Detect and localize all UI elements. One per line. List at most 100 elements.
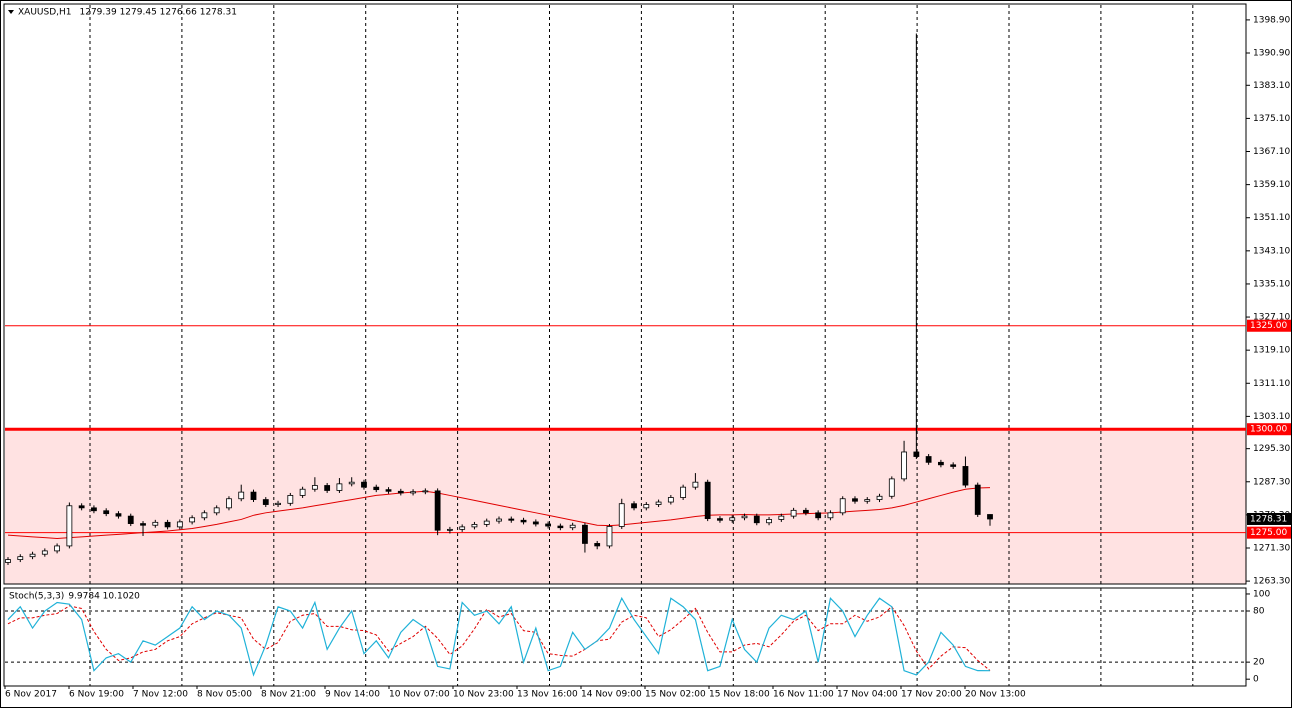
x-tick-label: 10 Nov 07:00 [389, 690, 450, 700]
last-price-label: 1278.31 [1250, 514, 1287, 524]
candle-body [238, 491, 245, 500]
y-tick-label: 1351.10 [1253, 213, 1290, 223]
main-pane [3, 3, 1247, 585]
stoch-tick-label: 0 [1253, 675, 1259, 685]
candle-body [275, 502, 281, 505]
menu-arrow [8, 10, 14, 14]
candle-body [41, 550, 48, 555]
candle-body [201, 512, 208, 519]
x-tick-label: 9 Nov 14:00 [325, 690, 380, 700]
candle-body [471, 524, 478, 528]
candle-body [299, 488, 306, 496]
y-tick-label: 1375.10 [1253, 114, 1290, 124]
last-price-tag [1247, 512, 1291, 525]
candle-body [606, 526, 613, 547]
y-tick-label: 1327.10 [1253, 313, 1290, 323]
candle-body [667, 497, 674, 503]
candle-body [987, 514, 993, 520]
y-tick-label: 1367.10 [1253, 147, 1290, 157]
candle-body [901, 451, 907, 480]
candle-body [532, 521, 539, 525]
candle-body [459, 526, 466, 530]
candle-body [164, 521, 171, 528]
candle-body [385, 489, 392, 492]
x-tick-label: 16 Nov 11:00 [773, 690, 834, 700]
stoch-signal [7, 605, 991, 671]
candle-body [864, 499, 871, 502]
candle-body [618, 503, 625, 527]
candle-body [324, 485, 331, 491]
candle-body [361, 481, 367, 488]
candle-body [815, 512, 822, 519]
x-tick-label: 10 Nov 23:00 [453, 690, 514, 700]
candle-body [557, 525, 564, 529]
candle-body [852, 498, 858, 502]
candle-body [213, 507, 220, 514]
candle-body [655, 501, 662, 505]
stoch-tick-label: 20 [1253, 658, 1265, 668]
candle-body [434, 490, 441, 531]
x-tick-label: 6 Nov 2017 [5, 690, 57, 700]
candle-body [766, 519, 772, 524]
stoch-main [7, 596, 991, 677]
candle-body [876, 495, 883, 500]
y-tick-label: 1359.10 [1253, 180, 1290, 190]
candle-body [496, 518, 502, 522]
candle-body [140, 523, 146, 526]
x-tick-label: 8 Nov 05:00 [197, 690, 252, 700]
candle-body [29, 553, 36, 558]
candle-body [226, 498, 232, 509]
candle-body [594, 543, 601, 547]
candle-body [827, 512, 834, 519]
candle-body [189, 517, 196, 523]
shaded-zone [5, 429, 1246, 584]
level-tag [1247, 526, 1291, 539]
candle-body [704, 481, 711, 520]
candle-body [582, 524, 588, 544]
x-tick-label: 6 Nov 19:00 [69, 690, 124, 700]
level-tag [1247, 319, 1291, 332]
candle-body [91, 507, 97, 512]
candle-body [692, 481, 699, 488]
y-tick-label: 1343.10 [1253, 246, 1290, 256]
level-tag [1247, 423, 1291, 436]
candle-body [778, 515, 785, 520]
candle-body [717, 518, 723, 521]
stoch-readout: 9.9784 10.1020 [68, 592, 140, 602]
candle-body [925, 456, 932, 463]
x-tick-label: 17 Nov 20:00 [901, 690, 962, 700]
candle-body [78, 505, 85, 509]
candle-body [17, 556, 24, 560]
candle-body [5, 559, 11, 563]
level-label: 1325.00 [1250, 321, 1287, 331]
candle-body [631, 503, 637, 509]
level-label: 1300.00 [1250, 425, 1287, 435]
candle-body [103, 510, 110, 515]
stoch-name: Stoch(5,3,3) [9, 592, 64, 602]
candle-body [802, 509, 809, 514]
candle-body [508, 518, 515, 521]
candle-body [643, 504, 650, 509]
candle-body [373, 486, 380, 491]
candle-body [287, 495, 294, 504]
candle-body [422, 490, 429, 493]
candle-body [741, 515, 748, 519]
x-tick-label: 15 Nov 18:00 [709, 690, 770, 700]
candle-body [790, 509, 797, 517]
candle-body [336, 483, 343, 491]
x-tick-label: 13 Nov 16:00 [517, 690, 578, 700]
candle-body [888, 478, 895, 497]
candle-body [66, 505, 73, 547]
y-tick-label: 1311.10 [1253, 379, 1290, 389]
x-tick-label: 20 Nov 13:00 [965, 690, 1026, 700]
candle-body [569, 524, 576, 529]
candle-body [115, 513, 122, 517]
ohlc-readout: 1279.39 1279.45 1276.66 1278.31 [80, 8, 237, 18]
candle-body [262, 499, 269, 505]
stoch-tick-label: 100 [1253, 589, 1270, 599]
symbol: XAUUSD,H1 [18, 8, 72, 18]
candle-body [913, 451, 920, 457]
candle-body [729, 517, 736, 521]
y-tick-label: 1287.30 [1253, 477, 1290, 487]
